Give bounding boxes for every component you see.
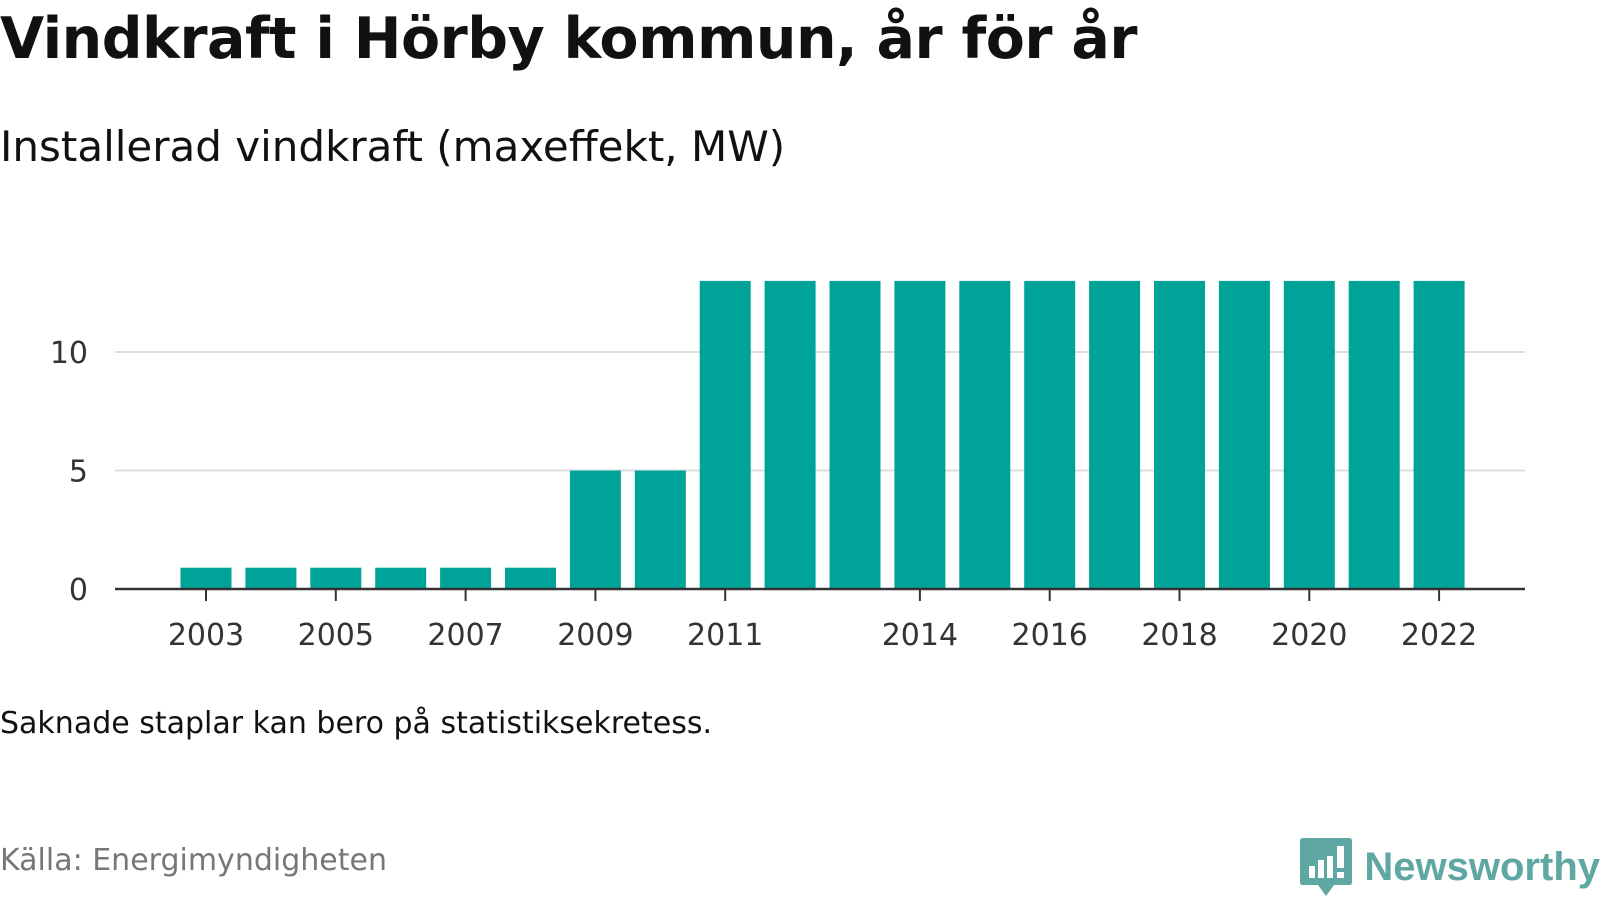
chart-subtitle: Installerad vindkraft (maxeffekt, MW) [0, 122, 786, 171]
footnote: Saknade staplar kan bero på statistiksek… [0, 706, 713, 741]
x-tick-label: 2009 [557, 618, 633, 653]
x-tick-label: 2003 [168, 618, 244, 653]
bar-2020 [1283, 280, 1335, 589]
bar-2018 [1154, 280, 1205, 589]
y-tick-label: 0 [69, 573, 88, 608]
newsworthy-logo-icon [1300, 838, 1353, 896]
x-tick-label: 2016 [1012, 618, 1088, 653]
x-tick-label: 2018 [1141, 618, 1217, 653]
x-tick-label: 2005 [298, 618, 374, 653]
bar-2009 [569, 470, 621, 589]
x-tick-label: 2020 [1271, 618, 1347, 653]
bar-2021 [1348, 280, 1400, 589]
y-tick-label: 5 [69, 455, 88, 490]
y-tick-label: 10 [50, 336, 88, 371]
x-tick-label: 2011 [687, 618, 763, 653]
bars [180, 280, 1465, 589]
bar-2003 [180, 567, 232, 589]
bar-chart: 0 5 10 2003 2005 2007 2009 2011 2014 2016 2018 2020… [50, 280, 1525, 653]
bar-2016 [1024, 280, 1076, 589]
bar-2007 [440, 567, 492, 589]
bar-2022 [1413, 280, 1465, 589]
axes: 0 5 10 2003 2005 2007 2009 2011 2014 2016 2018 2020… [50, 336, 1525, 653]
x-tick-label: 2014 [882, 618, 958, 653]
brand-logo: Newsworthy [1300, 838, 1600, 896]
chart-title: Vindkraft i Hörby kommun, år för år [0, 6, 1137, 72]
bar-2008 [505, 567, 556, 589]
bar-2006 [375, 567, 427, 589]
x-tick-label: 2022 [1401, 618, 1477, 653]
bar-2004 [245, 567, 297, 589]
bar-2019 [1218, 280, 1270, 589]
bar-2011 [699, 280, 751, 589]
bar-2014 [894, 280, 946, 589]
bar-2010 [634, 470, 686, 589]
bar-2013 [829, 280, 881, 589]
bar-2015 [959, 280, 1011, 589]
bar-2012 [764, 280, 816, 589]
bar-2017 [1089, 280, 1141, 589]
x-tick-label: 2007 [427, 618, 503, 653]
brand-name: Newsworthy [1364, 844, 1600, 889]
source-label: Källa: Energimyndigheten [0, 843, 387, 878]
bar-2005 [310, 567, 362, 589]
